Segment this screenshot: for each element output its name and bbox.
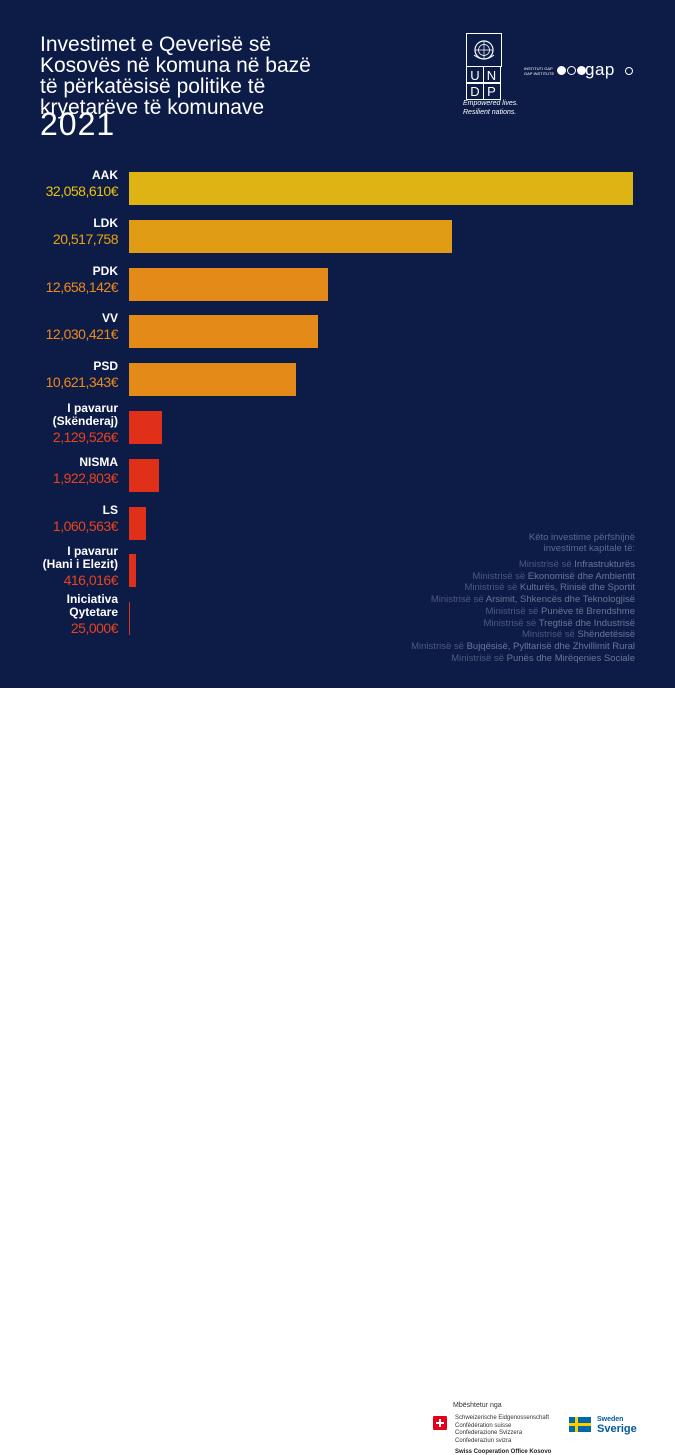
swiss-name-3: Confederazione Svizzera	[455, 1430, 523, 1437]
ministry-prefix-1: Ministrisë së	[472, 570, 528, 582]
value-label-2: 12,658,142€	[45, 278, 119, 295]
category-label-4: PSD	[93, 359, 118, 374]
gap-small-1: INSTITUTI GAP	[524, 66, 553, 71]
bar-0	[129, 172, 633, 205]
value-label-6: 1,922,803€	[52, 469, 119, 486]
ministry-item-5: Ministrisë së Tregtisë dhe Industrisë	[335, 618, 635, 630]
undp-letter-p: P	[482, 82, 501, 100]
value-label-1: 20,517,758	[52, 230, 119, 247]
category-label-1: LDK	[93, 215, 118, 230]
ministries-list: Ministrisë së Infrastrukturës Ministrisë …	[335, 559, 635, 664]
ministry-prefix-2: Ministrisë së	[464, 582, 520, 594]
bar-4	[129, 363, 296, 397]
ministry-name-7: Bujqësisë, Pylltarisë dhe Zhvillimit Rur…	[466, 640, 635, 652]
swiss-confederation-names: Schweizerische Eidgenossenschaft Confédé…	[455, 1415, 549, 1445]
undp-tagline: Empowered lives. Resilient nations.	[463, 99, 518, 117]
ministry-prefix-6: Ministrisë së	[521, 629, 578, 641]
category-label-3: VV	[101, 311, 118, 326]
ministry-item-6: Ministrisë së Shëndetësisë	[335, 629, 635, 641]
swiss-flag-icon	[433, 1416, 447, 1430]
ministry-name-8: Punës dhe Mirëqenies Sociale	[506, 652, 635, 664]
swiss-name-1: Schweizerische Eidgenossenschaft	[455, 1415, 550, 1421]
ministry-prefix-8: Ministrisë së	[451, 652, 507, 664]
category-label-5: I pavarur (Skënderaj)	[52, 401, 118, 428]
bar-8	[129, 554, 136, 588]
category-label-2: PDK	[92, 263, 118, 278]
category-label-8: I pavarur (Hani i Elezit)	[42, 544, 118, 572]
year-label: 2021	[40, 106, 116, 142]
ministry-prefix-7: Ministrisë së	[411, 640, 467, 652]
gap-small-2: GAP INSTITUTE	[524, 71, 555, 76]
gap-dot-icon	[625, 67, 633, 75]
sweden-flag-icon	[569, 1417, 591, 1432]
title-line-4: kryetarëve të komunave	[40, 96, 265, 119]
swiss-office-label: Swiss Cooperation Office Kosovo	[455, 1449, 552, 1455]
footer: Mbështetur nga Schweizerische Eidgenosse…	[0, 688, 675, 1455]
value-label-0: 32,058,610€	[45, 183, 119, 199]
ministry-name-1: Ekonomisë dhe Ambientit	[527, 570, 635, 582]
ministry-name-4: Punëve të Brendshme	[540, 605, 635, 617]
notes-heading: Këto investime përfshijnë investimet kap…	[395, 532, 635, 554]
bar-3	[129, 315, 319, 349]
bar-6	[129, 458, 160, 492]
bar-chart: AAK 32,058,610€ LDK 20,517,758 PDK 12,658,142…	[0, 0, 675, 688]
category-label-6: NISMA	[79, 454, 118, 469]
value-label-9: 25,000€	[70, 620, 119, 637]
category-label-9: Iniciativa Qytetare	[66, 592, 118, 620]
ministry-prefix-3: Ministrisë së	[430, 594, 486, 606]
bar-1	[129, 219, 452, 253]
bar-5	[129, 411, 163, 444]
gap-institute-label: INSTITUTI GAP GAP INSTITUTE	[524, 66, 554, 76]
category-label-0: AAK	[92, 168, 118, 182]
undp-tagline-2: Resilient nations.	[463, 109, 517, 116]
chart-panel: Investimet e Qeverisë së Kosovës në komu…	[0, 0, 675, 688]
ministry-item-4: Ministrisë së Punëve të Brendshme	[335, 606, 635, 618]
ministry-name-6: Shëndetësisë	[577, 629, 635, 641]
title-line-2: Kosovës në komuna në bazë	[40, 54, 311, 77]
undp-letter-d: D	[466, 82, 484, 100]
swiss-name-4: Confederaziun svizra	[455, 1437, 512, 1444]
ministry-name-0: Infrastrukturës	[574, 559, 635, 570]
gap-dots-icon	[557, 66, 587, 75]
undp-letter-n: N	[482, 65, 501, 84]
ministry-name-2: Kulturës, Rinisë dhe Sportit	[519, 582, 635, 594]
supported-by-label: Mbështetur nga	[453, 1402, 502, 1409]
bar-7	[129, 506, 146, 540]
bar-9	[129, 602, 130, 636]
bar-2	[129, 267, 328, 301]
title-line-1: Investimet e Qeverisë së	[40, 33, 272, 56]
value-label-3: 12,030,421€	[45, 326, 119, 343]
ministry-item-7: Ministrisë së Bujqësisë, Pylltarisë dhe …	[335, 641, 635, 653]
value-label-8: 416,016€	[63, 572, 119, 589]
ministry-item-3: Ministrisë së Arsimit, Shkencës dhe Tekn…	[335, 594, 635, 606]
swiss-name-2: Confédération suisse	[455, 1422, 512, 1429]
value-label-4: 10,621,343€	[45, 374, 119, 391]
notes-heading-2: investimet kapitale të:	[543, 543, 635, 554]
gap-logo: gap	[585, 60, 615, 79]
un-emblem-icon	[466, 33, 502, 67]
undp-tagline-1: Empowered lives.	[463, 100, 519, 107]
sverige-label: Sverige	[597, 1423, 637, 1435]
value-label-7: 1,060,563€	[52, 517, 119, 534]
sweden-label: Sweden	[597, 1416, 624, 1423]
title-line-3: të përkatësisë politike të	[40, 75, 266, 98]
category-label-7: LS	[102, 502, 118, 517]
ministry-item-2: Ministrisë së Kulturës, Rinisë dhe Sport…	[335, 582, 635, 594]
ministry-item-0: Ministrisë së Infrastrukturës	[335, 559, 635, 571]
ministry-name-5: Tregtisë dhe Industrisë	[538, 617, 635, 629]
undp-logo: U N D P	[466, 33, 502, 100]
ministry-item-8: Ministrisë së Punës dhe Mirëqenies Socia…	[335, 653, 635, 665]
ministry-prefix-0: Ministrisë së	[518, 559, 575, 570]
notes-heading-1: Këto investime përfshijnë	[528, 532, 635, 543]
ministry-item-1: Ministrisë së Ekonomisë dhe Ambientit	[335, 571, 635, 583]
ministry-prefix-4: Ministrisë së	[485, 605, 541, 617]
ministry-name-3: Arsimit, Shkencës dhe Teknologjisë	[485, 594, 635, 606]
ministry-prefix-5: Ministrisë së	[483, 617, 539, 629]
undp-letter-u: U	[466, 65, 484, 84]
value-label-5: 2,129,526€	[52, 429, 119, 445]
